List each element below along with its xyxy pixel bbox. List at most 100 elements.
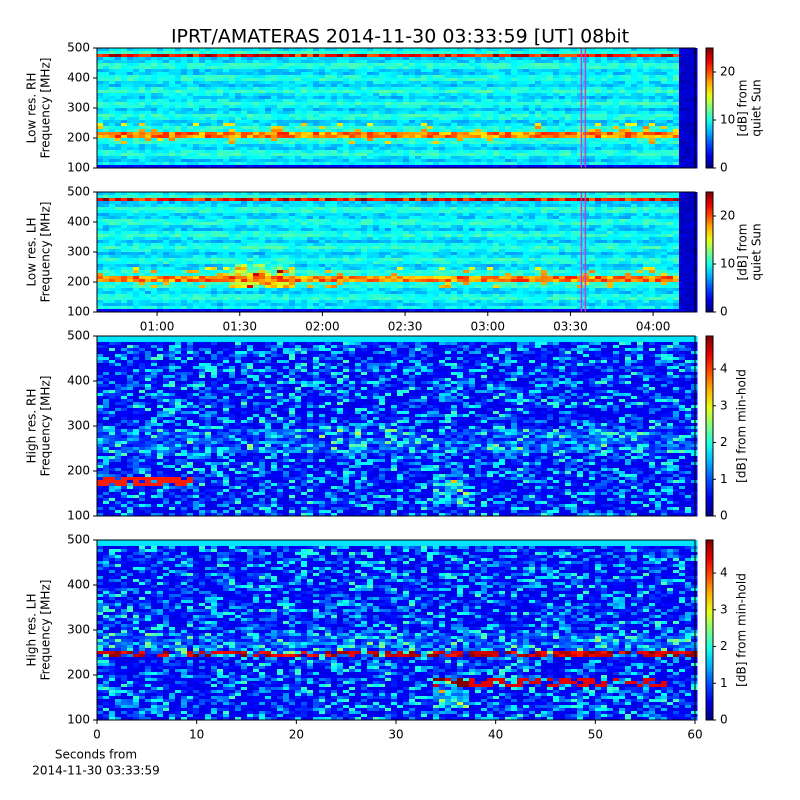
pixel: [121, 96, 128, 100]
pixel: [211, 66, 218, 70]
pixel: [457, 96, 464, 100]
pixel: [475, 84, 482, 88]
pixel: [523, 66, 530, 70]
pixel: [307, 84, 314, 88]
pixel: [523, 99, 530, 103]
pixel: [217, 72, 224, 76]
pixel: [619, 78, 626, 82]
pixel: [211, 69, 218, 73]
pixel: [367, 60, 374, 64]
pixel: [277, 78, 284, 82]
pixel: [529, 57, 536, 61]
pixel: [337, 96, 344, 100]
pixel: [391, 90, 398, 94]
pixel: [661, 81, 668, 85]
pixel: [139, 66, 146, 70]
pixel: [685, 93, 692, 97]
pixel: [565, 99, 572, 103]
pixel: [451, 111, 458, 115]
pixel: [97, 84, 104, 88]
pixel: [277, 72, 284, 76]
pixel: [541, 48, 548, 52]
pixel: [151, 72, 158, 76]
pixel: [559, 84, 566, 88]
pixel: [109, 111, 116, 115]
pixel: [691, 108, 698, 112]
pixel: [607, 72, 614, 76]
pixel: [571, 111, 578, 115]
pixel: [427, 75, 434, 79]
pixel: [649, 81, 656, 85]
pixel: [271, 48, 278, 52]
pixel: [529, 78, 536, 82]
pixel: [391, 51, 398, 55]
pixel: [493, 63, 500, 67]
pixel: [355, 72, 362, 76]
pixel: [529, 51, 536, 55]
pixel: [559, 57, 566, 61]
pixel: [301, 72, 308, 76]
pixel: [193, 72, 200, 76]
pixel: [451, 96, 458, 100]
pixel: [157, 66, 164, 70]
pixel: [553, 78, 560, 82]
pixel: [421, 93, 428, 97]
pixel: [235, 114, 242, 118]
pixel: [181, 102, 188, 106]
pixel: [571, 90, 578, 94]
pixel: [301, 105, 308, 109]
pixel: [679, 75, 686, 79]
pixel: [121, 111, 128, 115]
pixel: [613, 60, 620, 64]
pixel: [517, 54, 524, 58]
pixel: [565, 63, 572, 67]
pixel: [253, 93, 260, 97]
pixel: [289, 60, 296, 64]
pixel: [241, 81, 248, 85]
pixel: [553, 84, 560, 88]
pixel: [259, 48, 266, 52]
pixel: [373, 48, 380, 52]
pixel: [691, 69, 698, 73]
pixel: [475, 54, 482, 58]
pixel: [691, 60, 698, 64]
pixel: [679, 102, 686, 106]
pixel: [649, 60, 656, 64]
pixel: [529, 114, 536, 118]
pixel: [241, 63, 248, 67]
pixel: [481, 78, 488, 82]
pixel: [613, 108, 620, 112]
pixel: [625, 90, 632, 94]
pixel: [421, 108, 428, 112]
pixel: [133, 111, 140, 115]
pixel: [427, 69, 434, 73]
pixel: [691, 57, 698, 61]
pixel: [355, 105, 362, 109]
pixel: [199, 51, 206, 55]
pixel: [367, 114, 374, 118]
pixel: [169, 93, 176, 97]
pixel: [247, 60, 254, 64]
pixel: [487, 57, 494, 61]
pixel: [97, 69, 104, 73]
pixel: [391, 96, 398, 100]
pixel: [181, 51, 188, 55]
pixel: [685, 48, 692, 52]
pixel: [109, 90, 116, 94]
pixel: [445, 60, 452, 64]
pixel: [277, 111, 284, 115]
pixel: [565, 78, 572, 82]
pixel: [547, 99, 554, 103]
pixel: [601, 54, 608, 58]
pixel: [277, 54, 284, 58]
pixel: [439, 102, 446, 106]
pixel: [475, 60, 482, 64]
pixel: [223, 69, 230, 73]
pixel: [247, 75, 254, 79]
pixel: [487, 60, 494, 64]
pixel: [505, 48, 512, 52]
pixel: [187, 51, 194, 55]
pixel: [205, 105, 212, 109]
pixel: [685, 81, 692, 85]
